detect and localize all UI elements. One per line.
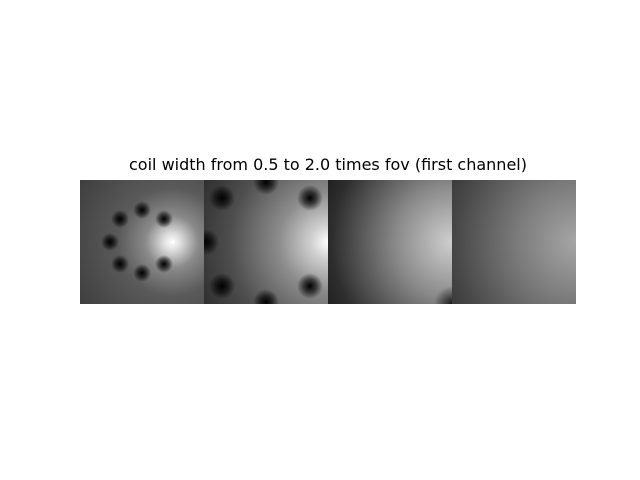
coil-image-panel-2	[204, 180, 328, 304]
coil-image-panel-4	[452, 180, 576, 304]
image-panel-row	[80, 180, 576, 304]
figure-title: coil width from 0.5 to 2.0 times fov (fi…	[129, 155, 527, 174]
coil-image-panel-1	[80, 180, 204, 304]
coil-image-panel-3	[328, 180, 452, 304]
